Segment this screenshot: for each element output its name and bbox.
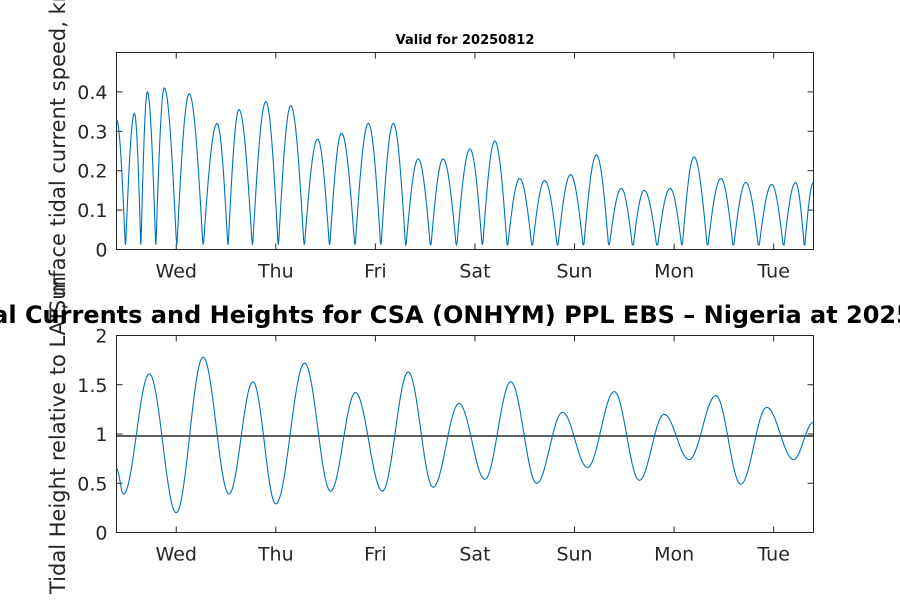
tidal-height-x-tick-label: Sun bbox=[556, 544, 592, 566]
current-speed-y-tick-label: 0.4 bbox=[77, 82, 107, 104]
current-speed-y-ticks: 0 0.1 0.2 0.3 0.4 bbox=[77, 82, 814, 262]
tidal-height-x-tick-label: Sat bbox=[459, 544, 490, 566]
tidal-height-axes: 0 0.5 1 1.5 2 Wed Thu Fri Sat Sun Mon Tue Tidal He… bbox=[46, 276, 814, 595]
current-speed-series-layer bbox=[116, 87, 814, 247]
tidal-height-y-ticks: 0 0.5 1 1.5 2 bbox=[77, 326, 814, 545]
current-speed-y-tick-label: 0.3 bbox=[77, 121, 107, 143]
tidal-height-series-layer bbox=[116, 356, 814, 514]
tidal-height-x-tick-label: Wed bbox=[156, 544, 197, 566]
tidal-height-y-tick-label: 2 bbox=[95, 326, 107, 348]
current-speed-y-tick-label: 0 bbox=[95, 240, 107, 262]
tidal-height-x-tick-label: Mon bbox=[654, 544, 694, 566]
current-speed-y-label: Surface tidal current speed, kn bbox=[46, 0, 70, 313]
current-speed-x-tick-label: Tue bbox=[756, 261, 789, 283]
tidal-height-y-tick-label: 1 bbox=[95, 424, 107, 446]
tidal-height-x-tick-label: Thu bbox=[257, 544, 294, 566]
current-speed-line bbox=[116, 87, 814, 247]
current-speed-axes: Valid for 20250812 0 0.1 0.2 0.3 0.4 Wed Thu F… bbox=[46, 0, 814, 313]
current-speed-x-tick-label: Sun bbox=[556, 261, 592, 283]
tidal-height-y-tick-label: 1.5 bbox=[77, 375, 107, 397]
current-speed-x-tick-label: Thu bbox=[257, 261, 294, 283]
current-speed-x-ticks: Wed Thu Fri Sat Sun Mon Tue bbox=[156, 52, 790, 283]
tidal-height-line bbox=[116, 356, 814, 514]
tidal-height-y-label: Tidal Height relative to LAT, m bbox=[46, 276, 70, 595]
tidal-height-plot-area bbox=[116, 335, 814, 533]
current-speed-y-tick-label: 0.1 bbox=[77, 200, 107, 222]
tidal-height-x-tick-label: Fri bbox=[364, 544, 387, 566]
current-speed-x-tick-label: Sat bbox=[459, 261, 490, 283]
tidal-height-x-tick-label: Tue bbox=[756, 544, 789, 566]
main-title: Tidal Currents and Heights for CSA (ONHY… bbox=[0, 301, 900, 329]
tidal-height-y-tick-label: 0.5 bbox=[77, 473, 107, 495]
current-speed-x-tick-label: Wed bbox=[156, 261, 197, 283]
current-speed-x-tick-label: Fri bbox=[364, 261, 387, 283]
current-speed-y-tick-label: 0.2 bbox=[77, 161, 107, 183]
current-speed-x-tick-label: Mon bbox=[654, 261, 694, 283]
tidal-height-y-tick-label: 0 bbox=[95, 523, 107, 545]
current-speed-title: Valid for 20250812 bbox=[396, 33, 535, 48]
current-speed-plot-area bbox=[116, 52, 814, 250]
tidal-height-x-ticks: Wed Thu Fri Sat Sun Mon Tue bbox=[156, 335, 790, 566]
